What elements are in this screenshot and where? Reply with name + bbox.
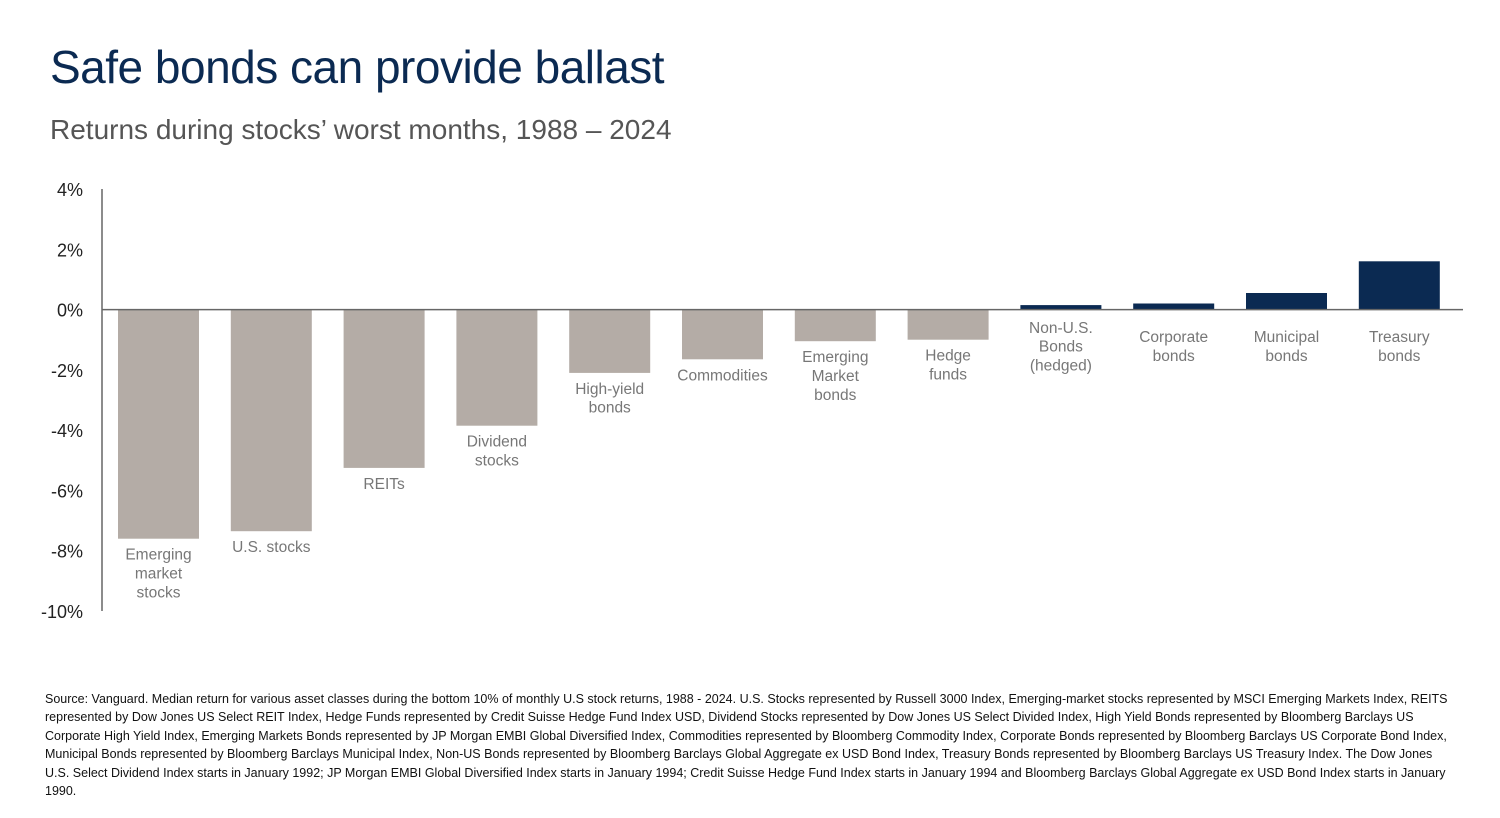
category-label-line: bonds bbox=[1265, 348, 1307, 365]
category-label-11: Treasury bonds bbox=[1369, 329, 1430, 365]
category-label-9: Corporate bonds bbox=[1139, 329, 1208, 365]
category-label-line: Corporate bbox=[1139, 329, 1208, 346]
bar-11 bbox=[1358, 261, 1440, 310]
category-label-line: Municipal bbox=[1254, 329, 1319, 346]
category-label-line: bonds bbox=[814, 387, 856, 404]
category-label-6: Emerging Market bonds bbox=[802, 349, 868, 404]
y-tick-label: -10% bbox=[41, 602, 83, 622]
bars-group bbox=[118, 261, 1440, 539]
category-label-line: stocks bbox=[137, 584, 181, 601]
chart-title: Safe bonds can provide ballast bbox=[50, 41, 665, 93]
category-label-line: Hedge bbox=[925, 348, 971, 365]
bar-1 bbox=[230, 309, 312, 532]
category-label-8: Non-U.S. Bonds(hedged) bbox=[1029, 320, 1093, 375]
category-label-1: U.S. stocks bbox=[232, 539, 311, 556]
category-label-line: Emerging bbox=[125, 547, 191, 564]
category-label-line: Treasury bbox=[1369, 329, 1430, 346]
category-label-line: market bbox=[135, 566, 183, 583]
bar-0 bbox=[118, 309, 199, 539]
bar-2 bbox=[343, 309, 425, 468]
category-label-line: (hedged) bbox=[1030, 357, 1092, 374]
y-tick-label: -4% bbox=[51, 421, 83, 441]
y-tick-label: 2% bbox=[57, 240, 83, 260]
y-tick-label: 0% bbox=[57, 301, 83, 321]
category-label-line: Bonds bbox=[1039, 339, 1083, 356]
category-label-10: Municipal bonds bbox=[1254, 329, 1319, 365]
category-label-line: Commodities bbox=[677, 367, 768, 384]
bar-3 bbox=[456, 309, 538, 426]
bar-4 bbox=[569, 309, 651, 373]
y-tick-label: -6% bbox=[51, 481, 83, 501]
y-axis: 4% 2% 0% -2% -4% -6% -8% -10% bbox=[41, 180, 1463, 622]
category-label-line: bonds bbox=[589, 400, 631, 417]
y-tick-label: -8% bbox=[51, 542, 83, 562]
bar-10 bbox=[1246, 293, 1327, 310]
category-label-4: High-yield bonds bbox=[575, 381, 644, 417]
category-label-5: Commodities bbox=[677, 367, 768, 384]
category-label-line: Non-U.S. bbox=[1029, 320, 1093, 337]
category-label-line: REITs bbox=[363, 476, 405, 493]
category-label-2: REITs bbox=[363, 476, 405, 493]
source-footnote: Source: Vanguard. Median return for vari… bbox=[45, 692, 1448, 799]
category-label-line: Emerging bbox=[802, 349, 868, 366]
category-label-line: stocks bbox=[475, 452, 519, 469]
bar-8 bbox=[1020, 305, 1102, 310]
y-tick-label: -2% bbox=[51, 361, 83, 381]
bar-7 bbox=[907, 309, 989, 340]
bar-6 bbox=[794, 309, 876, 342]
chart-subtitle: Returns during stocks’ worst months, 198… bbox=[50, 114, 672, 145]
category-label-line: bonds bbox=[1378, 348, 1420, 365]
category-label-line: Market bbox=[812, 368, 860, 385]
category-label-line: bonds bbox=[1153, 348, 1195, 365]
category-label-line: Dividend bbox=[467, 434, 527, 451]
category-label-7: Hedge funds bbox=[925, 348, 971, 384]
category-label-line: High-yield bbox=[575, 381, 644, 398]
y-tick-label: 4% bbox=[57, 180, 83, 200]
bar-5 bbox=[682, 309, 763, 360]
category-label-line: funds bbox=[929, 367, 967, 384]
bar-chart: 4%2%0%-2%-4%-6%-8%-10% Emergingmarketsto… bbox=[41, 180, 1463, 622]
category-label-line: U.S. stocks bbox=[232, 539, 311, 556]
bar-9 bbox=[1133, 303, 1215, 310]
